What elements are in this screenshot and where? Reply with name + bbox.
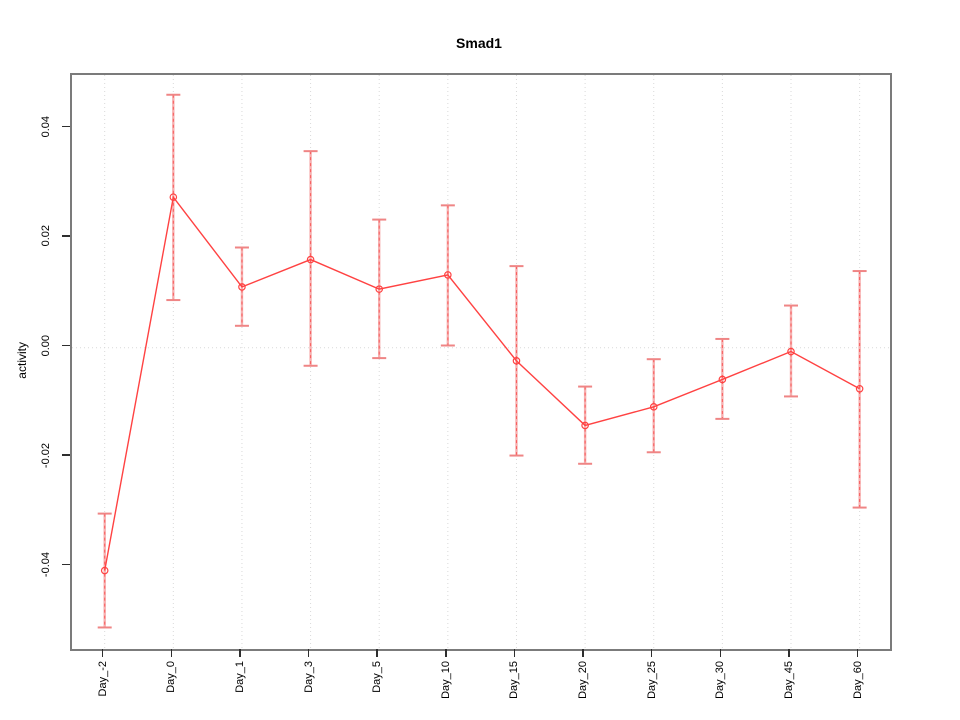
x-tick-label-text: Day_0 bbox=[165, 661, 178, 693]
data-point-marker bbox=[581, 421, 589, 430]
y-tick-label: -0.04 bbox=[36, 520, 55, 610]
x-tick-label: Day_45 bbox=[778, 661, 800, 720]
data-point-marker bbox=[855, 384, 864, 393]
x-tick-mark bbox=[856, 649, 859, 657]
y-tick-label: 0.02 bbox=[36, 191, 55, 281]
y-tick-label: 0.04 bbox=[36, 82, 55, 172]
data-point-marker bbox=[444, 271, 452, 279]
y-tick-label-text: 0.00 bbox=[39, 334, 52, 357]
y-tick-mark bbox=[62, 235, 70, 237]
y-tick-label-text: -0.02 bbox=[39, 442, 52, 468]
x-tick-mark bbox=[650, 649, 653, 657]
x-tick-mark bbox=[788, 649, 790, 657]
data-point-marker bbox=[787, 347, 795, 356]
x-tick-label-text: Day_10 bbox=[439, 661, 452, 699]
data-point-marker bbox=[718, 375, 727, 384]
x-tick-label: Day_-2 bbox=[92, 661, 114, 720]
x-tick-mark bbox=[101, 649, 104, 657]
x-tick-mark bbox=[582, 649, 584, 657]
x-tick-mark bbox=[170, 649, 173, 657]
x-tick-label: Day_3 bbox=[298, 661, 320, 720]
x-tick-label: Day_20 bbox=[572, 661, 594, 720]
x-tick-mark bbox=[307, 649, 310, 657]
y-tick-label-text: -0.04 bbox=[39, 552, 52, 578]
x-tick-label: Day_15 bbox=[503, 661, 525, 720]
x-tick-label-text: Day_15 bbox=[508, 661, 521, 699]
x-tick-label-text: Day_3 bbox=[302, 661, 315, 693]
series-line bbox=[104, 195, 860, 571]
data-point-marker bbox=[649, 403, 658, 411]
y-tick-mark bbox=[62, 454, 70, 456]
x-tick-label: Day_10 bbox=[435, 661, 457, 720]
x-tick-label-text: Day_5 bbox=[371, 661, 384, 693]
chart-title: Smad1 bbox=[456, 35, 502, 51]
data-point-marker bbox=[375, 285, 384, 293]
x-tick-mark bbox=[445, 649, 447, 657]
x-tick-label: Day_1 bbox=[229, 661, 251, 720]
x-tick-mark bbox=[513, 649, 516, 657]
x-tick-mark bbox=[376, 649, 378, 657]
data-point-marker bbox=[169, 193, 178, 201]
x-tick-label: Day_5 bbox=[366, 661, 388, 720]
y-axis-title: activity bbox=[14, 295, 30, 425]
x-tick-label: Day_30 bbox=[709, 661, 731, 720]
x-tick-label: Day_60 bbox=[847, 661, 869, 720]
x-tick-label-text: Day_45 bbox=[783, 661, 795, 699]
x-tick-label-text: Day_30 bbox=[714, 661, 727, 699]
x-tick-label: Day_25 bbox=[641, 661, 663, 720]
chart-canvas bbox=[72, 75, 890, 649]
data-point-marker bbox=[306, 255, 315, 264]
x-tick-mark bbox=[239, 649, 241, 657]
x-tick-label: Day_0 bbox=[160, 661, 182, 720]
x-tick-label-text: Day_1 bbox=[233, 661, 246, 693]
x-tick-label-text: Day_20 bbox=[577, 661, 590, 699]
data-point-marker bbox=[512, 357, 521, 365]
data-point-marker bbox=[238, 283, 246, 291]
x-tick-label-text: Day_60 bbox=[851, 661, 864, 699]
x-tick-label-text: Day_25 bbox=[645, 661, 658, 699]
y-tick-mark bbox=[62, 563, 70, 566]
x-tick-mark bbox=[719, 649, 722, 657]
plot-area bbox=[70, 73, 892, 651]
y-tick-label: -0.02 bbox=[36, 410, 55, 500]
y-tick-label-text: 0.04 bbox=[39, 115, 52, 138]
y-tick-label: 0.00 bbox=[36, 301, 55, 391]
y-axis-title-text: activity bbox=[15, 341, 29, 379]
y-tick-mark bbox=[62, 125, 70, 128]
x-tick-label-text: Day_-2 bbox=[96, 661, 109, 697]
y-tick-mark bbox=[62, 344, 70, 347]
data-point-marker bbox=[100, 566, 109, 575]
y-tick-label-text: 0.02 bbox=[39, 225, 52, 247]
